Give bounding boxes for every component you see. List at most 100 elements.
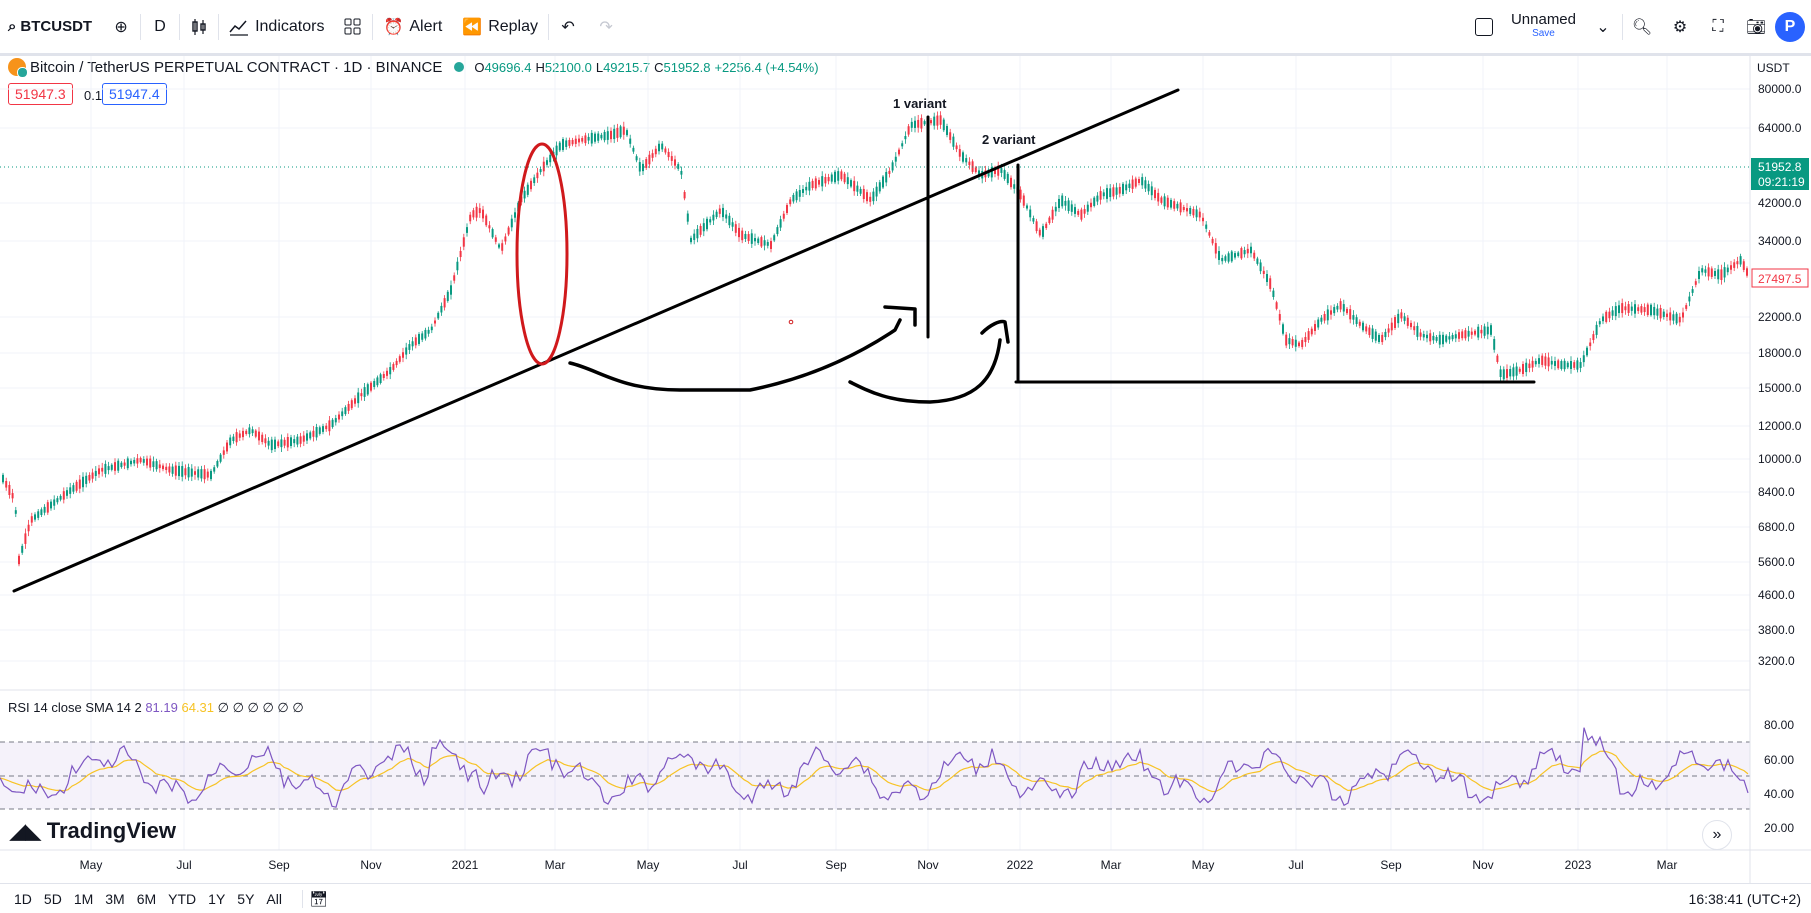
range-5d[interactable]: 5D xyxy=(43,890,62,907)
chart-grid xyxy=(0,56,1750,850)
candle-body xyxy=(514,212,516,218)
ohlc-high: H52100.0 xyxy=(535,59,592,75)
candle-body xyxy=(130,460,132,465)
candle-body xyxy=(731,222,734,227)
templates-button[interactable] xyxy=(334,0,372,55)
candle-body xyxy=(88,474,91,481)
candle-body xyxy=(315,427,318,438)
candle-body xyxy=(462,237,465,247)
candle-body xyxy=(776,227,779,235)
candle-body xyxy=(107,466,110,471)
candle-body xyxy=(616,127,619,138)
range-ytd[interactable]: YTD xyxy=(168,890,197,907)
candle-body xyxy=(1586,347,1588,356)
candle-body xyxy=(782,213,785,219)
candle-body xyxy=(1678,316,1681,323)
rsi-legend[interactable]: RSI 14 close SMA 14 2 81.19 64.31 ∅ ∅ ∅ … xyxy=(8,700,304,716)
candle-body xyxy=(184,468,187,476)
grid-icon xyxy=(344,18,361,34)
range-5y[interactable]: 5Y xyxy=(237,890,255,907)
candle-body xyxy=(840,171,843,180)
range-1m[interactable]: 1M xyxy=(73,890,94,907)
candle-body xyxy=(846,177,849,185)
candle-body xyxy=(898,149,900,155)
tradingview-logo[interactable]: ◢◣ TradingView xyxy=(10,818,176,844)
range-6m[interactable]: 6M xyxy=(136,890,157,907)
timezone-clock[interactable]: 16:38:41 (UTC+2) xyxy=(1688,890,1801,907)
candle-body xyxy=(1240,248,1243,259)
candle-body xyxy=(664,148,667,153)
candle-body xyxy=(1003,170,1006,179)
go-to-date-button[interactable]: 📅︎ xyxy=(301,889,334,908)
candle-body xyxy=(370,382,372,391)
candle-body xyxy=(1230,251,1233,262)
quick-search-button[interactable]: 🔍︎ xyxy=(1623,0,1661,55)
candle-body xyxy=(1234,253,1236,258)
candle-body xyxy=(1659,308,1662,319)
alert-button[interactable]: ⏰ Alert xyxy=(373,0,452,55)
scroll-to-realtime-button[interactable]: » xyxy=(1702,820,1732,850)
layout-checkbox[interactable] xyxy=(1465,0,1503,55)
candle-body xyxy=(1048,217,1051,224)
compare-symbol-button[interactable]: ⊕ xyxy=(102,0,140,55)
currency-label[interactable]: USDT xyxy=(1757,61,1790,75)
candle-body xyxy=(766,242,769,246)
candle-body xyxy=(1131,179,1134,189)
chart-type-button[interactable] xyxy=(180,0,218,55)
candle-body xyxy=(1726,267,1729,273)
candle-body xyxy=(917,119,920,128)
candle-body xyxy=(1653,306,1656,316)
candle-body xyxy=(344,407,347,415)
candle-body xyxy=(834,171,836,183)
replay-button[interactable]: ⏪ Replay xyxy=(452,0,548,55)
symbol-description[interactable]: Bitcoin / TetherUS PERPETUAL CONTRACT · … xyxy=(30,58,443,76)
price-axis[interactable]: USDT 80000.0 64000.0 42000.0 34000.0 22000.0… xyxy=(1749,56,1809,883)
layout-name-button[interactable]: Unnamed Save xyxy=(1503,12,1584,41)
candle-body xyxy=(1739,256,1742,265)
range-3m[interactable]: 3M xyxy=(105,890,125,907)
candle-body xyxy=(1464,330,1467,339)
candle-body xyxy=(318,427,321,434)
settings-button[interactable]: ⚙ xyxy=(1661,0,1699,55)
candle-body xyxy=(1528,363,1531,369)
candle-body xyxy=(1054,206,1057,212)
candle-body xyxy=(1109,188,1112,198)
candle-body xyxy=(1138,179,1140,183)
time-axis[interactable]: May Jul Sep Nov 2021 Mar May Jul Sep Nov 2022 Mar Ma… xyxy=(0,849,1811,872)
candle-body xyxy=(1006,173,1009,184)
fullscreen-button[interactable]: ⛶ xyxy=(1699,0,1737,55)
candle-body xyxy=(75,481,78,491)
time-tick: Jul xyxy=(1288,858,1303,872)
profile-avatar[interactable]: P xyxy=(1775,11,1805,42)
range-1y[interactable]: 1Y xyxy=(208,890,226,907)
candle-body xyxy=(1458,332,1460,339)
candle-body xyxy=(997,165,1000,176)
price-tick: 8400.0 xyxy=(1758,485,1795,499)
candle-body xyxy=(750,233,753,244)
candle-body xyxy=(757,238,760,243)
redo-button[interactable]: ↷ xyxy=(587,0,625,55)
range-all[interactable]: All xyxy=(266,890,282,907)
range-1d[interactable]: 1D xyxy=(14,890,32,907)
candle-body xyxy=(1010,177,1012,188)
candle-body xyxy=(114,462,116,471)
symbol-search-button[interactable]: ⌕ BTCUSDT xyxy=(0,0,102,55)
time-tick: May xyxy=(80,858,103,872)
undo-icon: ↶ xyxy=(561,18,575,36)
time-tick: Nov xyxy=(1472,858,1493,872)
snapshot-button[interactable]: 📷︎ xyxy=(1737,0,1775,55)
candle-body xyxy=(1480,329,1483,334)
price-chart[interactable]: 1 variant 2 variant USDT 80000.0 64000.0 4… xyxy=(0,56,1811,883)
candle-body xyxy=(1339,301,1342,310)
interval-button[interactable]: D xyxy=(141,0,179,55)
candle-body xyxy=(72,485,75,492)
indicators-button[interactable]: Indicators xyxy=(219,0,334,55)
candle-body xyxy=(69,487,72,494)
candle-body xyxy=(1736,261,1739,265)
layout-menu-button[interactable]: ⌄ xyxy=(1584,0,1622,55)
candle-body xyxy=(434,320,436,324)
candle-body xyxy=(456,261,459,271)
candle-body xyxy=(171,466,174,474)
top-toolbar: ⌕ BTCUSDT ⊕ D Indicators ⏰ Alert ⏪ Repla… xyxy=(0,0,1811,56)
undo-button[interactable]: ↶ xyxy=(549,0,587,55)
